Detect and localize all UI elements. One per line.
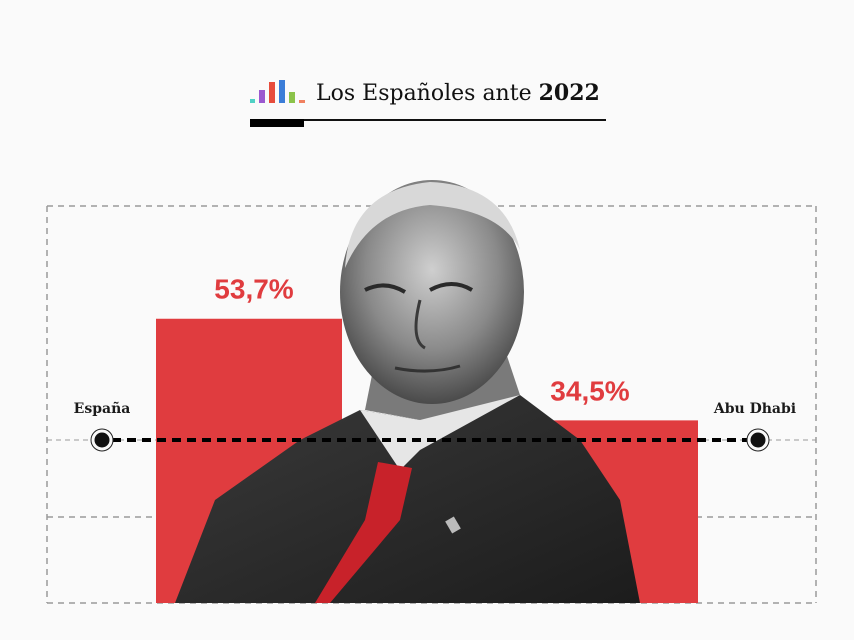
logo-bar (269, 82, 275, 103)
value-label: 53,7% (214, 274, 293, 305)
value-label: 34,5% (550, 375, 629, 406)
head-shape (340, 180, 524, 404)
bar-chart-logo-icon (250, 80, 305, 103)
suit-shape (175, 395, 640, 603)
category-label: Abu Dhabi (713, 401, 796, 417)
lapel-pin (445, 516, 461, 534)
eye-right (429, 282, 474, 292)
markers-group (90, 428, 770, 452)
title-underline-accent (250, 119, 304, 127)
title-year: 2022 (538, 80, 600, 106)
tie-shape (315, 462, 412, 603)
logo-bar (289, 92, 295, 103)
chart-title: Los Españoles ante 2022 (316, 80, 600, 106)
marker-dot (750, 432, 766, 448)
chart-header: Los Españoles ante 2022 (250, 78, 606, 130)
title-underline (250, 119, 606, 121)
title-text: Los Españoles ante (316, 81, 539, 106)
logo-bar (279, 80, 285, 103)
logo-bar (250, 99, 255, 103)
mouth (394, 364, 461, 373)
category-label: España (74, 400, 131, 417)
labels-group: 53,7% España 34,5% Abu Dhabi (74, 274, 796, 417)
eye-left (364, 283, 407, 294)
portrait-photo (175, 180, 640, 603)
logo-bar (299, 100, 305, 103)
hair-shape (345, 182, 520, 268)
marker-dot (94, 432, 110, 448)
nose (414, 299, 426, 350)
logo-bar (259, 90, 265, 103)
